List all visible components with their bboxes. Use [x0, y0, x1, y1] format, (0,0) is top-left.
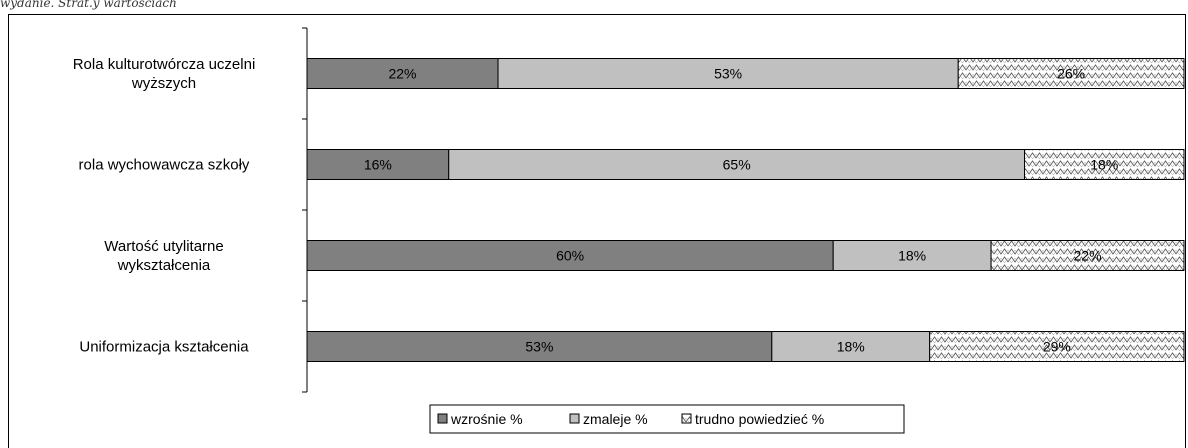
legend-swatch — [569, 413, 580, 424]
legend-label: zmaleje % — [583, 411, 648, 427]
legend-swatch — [437, 413, 448, 424]
chart-frame — [8, 14, 1186, 448]
legend-box — [429, 404, 905, 434]
cropped-header-text: wydanie. Strat.y wartościach — [0, 0, 177, 10]
data-label: 60% — [556, 248, 584, 264]
data-label: 53% — [525, 339, 553, 355]
data-label: 53% — [714, 66, 742, 82]
category-label: rola wychowawcza szkoły — [79, 157, 250, 174]
category-label: Uniformizacja kształcenia — [79, 339, 249, 356]
category-label: wyższych — [131, 75, 196, 92]
data-label: 65% — [723, 157, 751, 173]
data-label: 18% — [898, 248, 926, 264]
data-label: 29% — [1043, 339, 1071, 355]
bar-segment — [832, 240, 992, 271]
bar-segment — [448, 149, 1026, 180]
bar-segment — [497, 58, 959, 89]
bar-segment — [929, 331, 1185, 362]
bar-segment — [957, 58, 1185, 89]
bar-segment — [771, 331, 931, 362]
legend-label: wzrośnie % — [450, 411, 523, 427]
data-label: 22% — [388, 66, 416, 82]
bar-segment — [306, 240, 834, 271]
bar-segment — [306, 58, 499, 89]
data-label: 18% — [1090, 157, 1118, 173]
bar-segment — [990, 240, 1185, 271]
category-label: wykształcenia — [117, 257, 211, 274]
legend-swatch — [681, 413, 692, 424]
data-label: 18% — [837, 339, 865, 355]
bars-layer — [306, 58, 1185, 362]
bar-segment — [306, 149, 450, 180]
category-label: Rola kulturotwórcza uczelni — [73, 56, 256, 73]
axis-layer — [302, 27, 308, 393]
data-label: 26% — [1057, 66, 1085, 82]
bar-segment — [1024, 149, 1185, 180]
data-label: 22% — [1074, 248, 1102, 264]
legend: wzrośnie % zmaleje % trudno powiedzieć % — [429, 404, 905, 434]
labels-layer: 22% 53% 26% Rola kulturotwórcza uczelni wyżs… — [73, 56, 1119, 356]
bar-segment — [306, 331, 773, 362]
category-label: Wartość utylitarne — [104, 238, 223, 255]
legend-label: trudno powiedzieć % — [695, 411, 824, 427]
data-label: 16% — [364, 157, 392, 173]
